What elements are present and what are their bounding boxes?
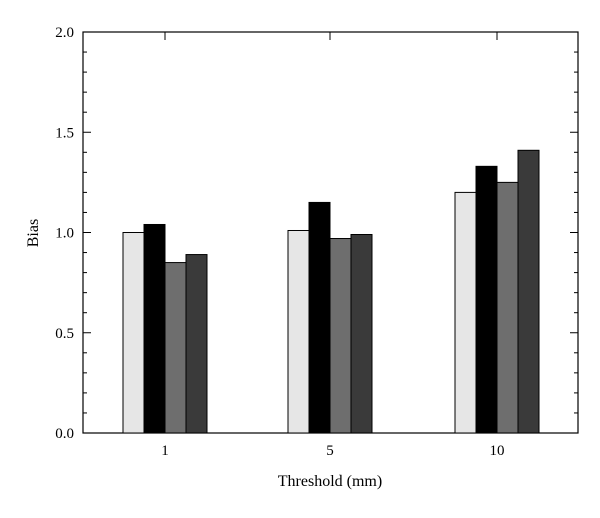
bar-10-series-1 (454, 191, 477, 434)
x-tick-label: 5 (326, 443, 334, 459)
bar-10-series-4 (517, 149, 540, 434)
ticks-layer: 0.0 0.5 1.0 1.5 2.0 1 5 10 (55, 25, 578, 459)
x-tick-label: 1 (161, 443, 169, 459)
bar-1-series-3 (164, 262, 187, 434)
bar-5-series-4 (350, 234, 373, 434)
y-tick-label: 0.0 (55, 426, 74, 442)
x-tick-label: 10 (490, 443, 505, 459)
x-axis-label: Threshold (mm) (278, 473, 382, 490)
bar-5-series-2 (308, 201, 331, 434)
bar-5-series-1 (287, 229, 310, 434)
bar-1-series-4 (185, 254, 208, 434)
bar-1-series-2 (143, 223, 166, 434)
y-tick-label: 0.5 (55, 326, 74, 342)
bars-layer (122, 149, 540, 434)
bar-10-series-2 (475, 165, 498, 434)
bar-1-series-1 (122, 232, 145, 434)
y-tick-label: 1.5 (55, 125, 74, 141)
bar-10-series-3 (496, 181, 519, 434)
y-tick-label: 2.0 (55, 25, 74, 41)
bar-5-series-3 (329, 238, 352, 434)
y-axis-label: Bias (25, 219, 42, 247)
y-tick-label: 1.0 (55, 226, 74, 242)
